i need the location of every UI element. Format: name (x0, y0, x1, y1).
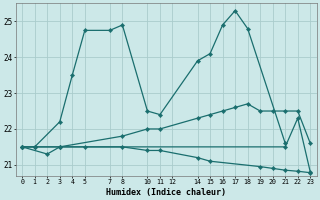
X-axis label: Humidex (Indice chaleur): Humidex (Indice chaleur) (106, 188, 226, 197)
